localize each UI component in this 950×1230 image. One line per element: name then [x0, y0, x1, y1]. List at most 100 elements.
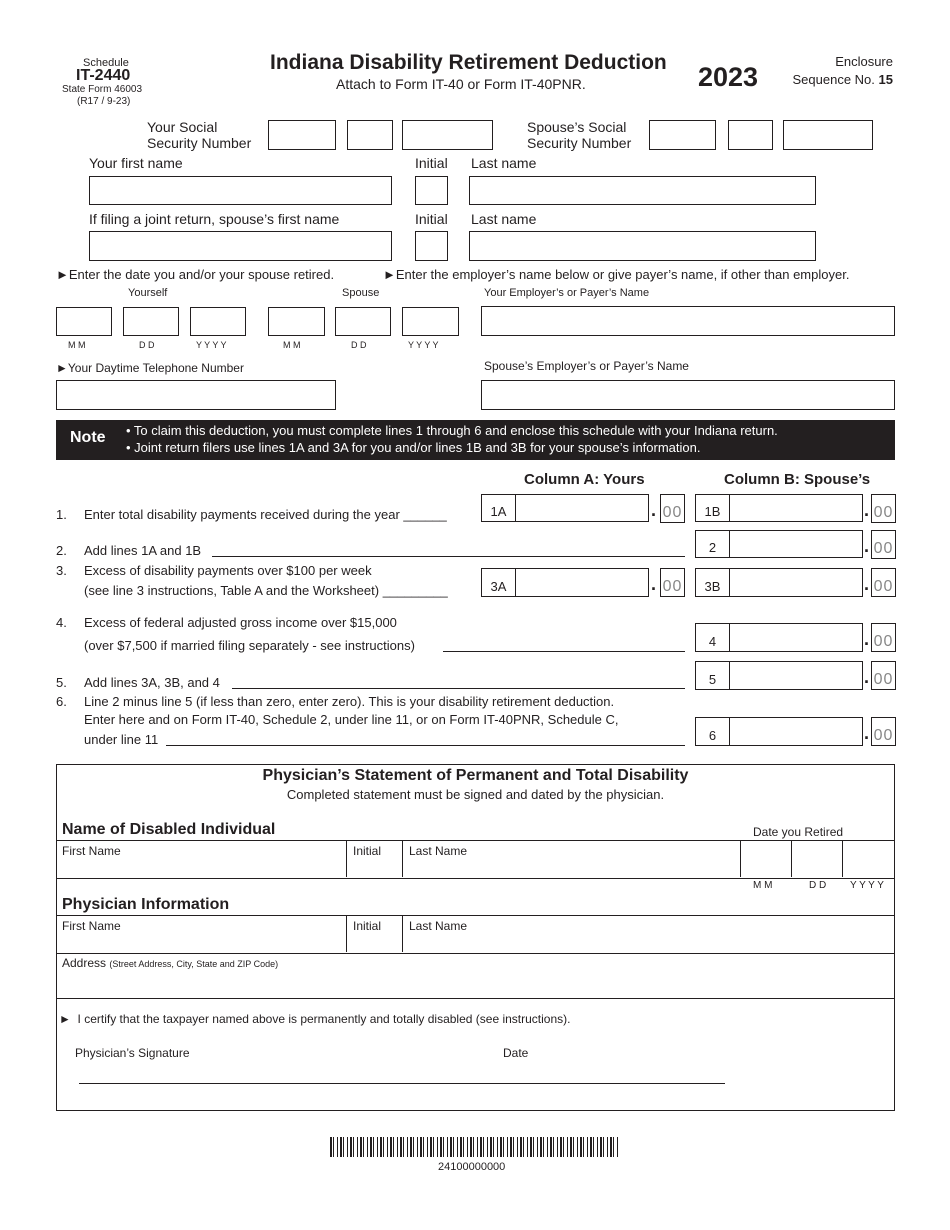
- line-6-text: Line 2 minus line 5 (if less than zero, …: [84, 694, 615, 709]
- physician-statement-section: Physician’s Statement of Permanent and T…: [56, 764, 895, 1111]
- line-6-label: 6: [696, 718, 730, 745]
- line-6-field[interactable]: 6: [695, 717, 863, 746]
- note-label: Note: [70, 429, 106, 446]
- line-2-label: 2: [696, 531, 730, 557]
- line-2-cents: 00: [871, 530, 896, 559]
- line-4-field[interactable]: 4: [695, 623, 863, 652]
- line-3b-cents: 00: [871, 568, 896, 597]
- decimal-point: .: [864, 574, 870, 594]
- your-ssn-field-1[interactable]: [268, 120, 336, 150]
- column-b-heading: Column B: Spouse’s: [724, 471, 871, 488]
- line-3a-field[interactable]: 3A: [481, 568, 649, 597]
- initial-label: Initial: [353, 844, 382, 858]
- spouse-last-name-label: Last name: [471, 211, 537, 227]
- enclosure-label: Enclosure: [835, 54, 893, 69]
- spouse-last-name-field[interactable]: [469, 231, 816, 261]
- address-label: Address (Street Address, City, State and…: [62, 956, 279, 970]
- spouse-ssn-field-1[interactable]: [649, 120, 716, 150]
- spouse-ssn-field-3[interactable]: [783, 120, 873, 150]
- decimal-point: .: [651, 500, 657, 520]
- decimal-point: .: [651, 574, 657, 594]
- spouse-ssn-field-2[interactable]: [728, 120, 773, 150]
- employer-name-field[interactable]: [481, 306, 895, 336]
- line-5-label: 5: [696, 662, 730, 689]
- yourself-label: Yourself: [128, 287, 168, 299]
- line-1b-field[interactable]: 1B: [695, 494, 863, 522]
- line-2-number: 2.: [56, 543, 67, 558]
- line-3a-label: 3A: [482, 569, 516, 596]
- line-5-cents: 00: [871, 661, 896, 690]
- decimal-point: .: [864, 723, 870, 743]
- disabled-retire-month[interactable]: [741, 841, 792, 877]
- retire-date-instruction: ►Enter the date you and/or your spouse r…: [56, 267, 335, 282]
- barcode: [330, 1137, 620, 1157]
- spouse-ssn-label: Spouse’s Social: [527, 119, 627, 135]
- last-name-field[interactable]: [469, 176, 816, 205]
- line-2-field[interactable]: 2: [695, 530, 863, 558]
- line-5-number: 5.: [56, 675, 67, 690]
- line-4-label: 4: [696, 624, 730, 651]
- disabled-last-name-field[interactable]: Last Name: [403, 841, 741, 877]
- line-1a-field[interactable]: 1A: [481, 494, 649, 522]
- your-retire-day[interactable]: [123, 307, 179, 336]
- physician-initial-field[interactable]: Initial: [347, 916, 403, 952]
- your-ssn-field-3[interactable]: [402, 120, 493, 150]
- yyyy-label: Y Y Y Y: [196, 340, 227, 350]
- first-name-label: First Name: [62, 919, 121, 933]
- spouse-retire-year[interactable]: [402, 307, 459, 336]
- line-2-leader: [212, 556, 685, 557]
- line-4-cents: 00: [871, 623, 896, 652]
- disabled-retire-year[interactable]: [843, 841, 895, 877]
- last-name-label: Last Name: [409, 919, 468, 933]
- disabled-initial-field[interactable]: Initial: [347, 841, 403, 877]
- decimal-point: .: [864, 667, 870, 687]
- spouse-retire-day[interactable]: [335, 307, 391, 336]
- physician-last-name-field[interactable]: Last Name: [403, 916, 895, 952]
- employer-label: Your Employer’s or Payer’s Name: [484, 287, 650, 299]
- line-6-text-2: Enter here and on Form IT-40, Schedule 2…: [84, 712, 619, 727]
- spouse-employer-name-field[interactable]: [481, 380, 895, 410]
- line-6-cents: 00: [871, 717, 896, 746]
- signature-line[interactable]: [79, 1083, 725, 1084]
- your-ssn-field-2[interactable]: [347, 120, 393, 150]
- first-name-label: First Name: [62, 844, 121, 858]
- decimal-point: .: [864, 536, 870, 556]
- spouse-first-name-field[interactable]: [89, 231, 392, 261]
- spouse-initial-field[interactable]: [415, 231, 448, 261]
- disabled-first-name-field[interactable]: First Name: [56, 841, 347, 877]
- line-3b-label: 3B: [696, 569, 730, 596]
- phone-label: ►Your Daytime Telephone Number: [56, 361, 244, 375]
- first-name-field[interactable]: [89, 176, 392, 205]
- line-5-field[interactable]: 5: [695, 661, 863, 690]
- line-5-text: Add lines 3A, 3B, and 4: [84, 675, 220, 690]
- physician-first-name-field[interactable]: First Name: [56, 916, 347, 952]
- tax-year: 2023: [698, 62, 759, 92]
- employer-instruction: ►Enter the employer’s name below or give…: [383, 267, 850, 282]
- spouse-retire-month[interactable]: [268, 307, 325, 336]
- mm-label: M M: [68, 340, 86, 350]
- spouse-employer-label: Spouse’s Employer’s or Payer’s Name: [484, 359, 689, 373]
- line-3-text: Excess of disability payments over $100 …: [84, 563, 372, 578]
- certify-statement: ► I certify that the taxpayer named abov…: [59, 1012, 571, 1026]
- line-1a-label: 1A: [482, 495, 516, 521]
- spouse-mm-label: M M: [283, 340, 301, 350]
- initial-field[interactable]: [415, 176, 448, 205]
- physician-address-field[interactable]: Address (Street Address, City, State and…: [56, 952, 895, 999]
- last-name-label: Last Name: [409, 844, 468, 858]
- your-ssn-label-2: Security Number: [147, 135, 252, 151]
- phone-field[interactable]: [56, 380, 336, 410]
- last-name-label: Last name: [471, 155, 537, 171]
- your-retire-month[interactable]: [56, 307, 112, 336]
- spouse-ssn-label-2: Security Number: [527, 135, 632, 151]
- line-3-text-2: (see line 3 instructions, Table A and th…: [84, 583, 448, 598]
- initial-label: Initial: [415, 155, 448, 171]
- line-3b-field[interactable]: 3B: [695, 568, 863, 597]
- line-6-text-3: under line 11: [84, 732, 159, 747]
- barcode-number: 24100000000: [438, 1161, 506, 1173]
- spouse-first-name-label: If filing a joint return, spouse’s first…: [89, 211, 340, 227]
- your-retire-year[interactable]: [190, 307, 246, 336]
- revision: (R17 / 9-23): [77, 96, 131, 107]
- decimal-point: .: [864, 500, 870, 520]
- disabled-retire-day[interactable]: [792, 841, 843, 877]
